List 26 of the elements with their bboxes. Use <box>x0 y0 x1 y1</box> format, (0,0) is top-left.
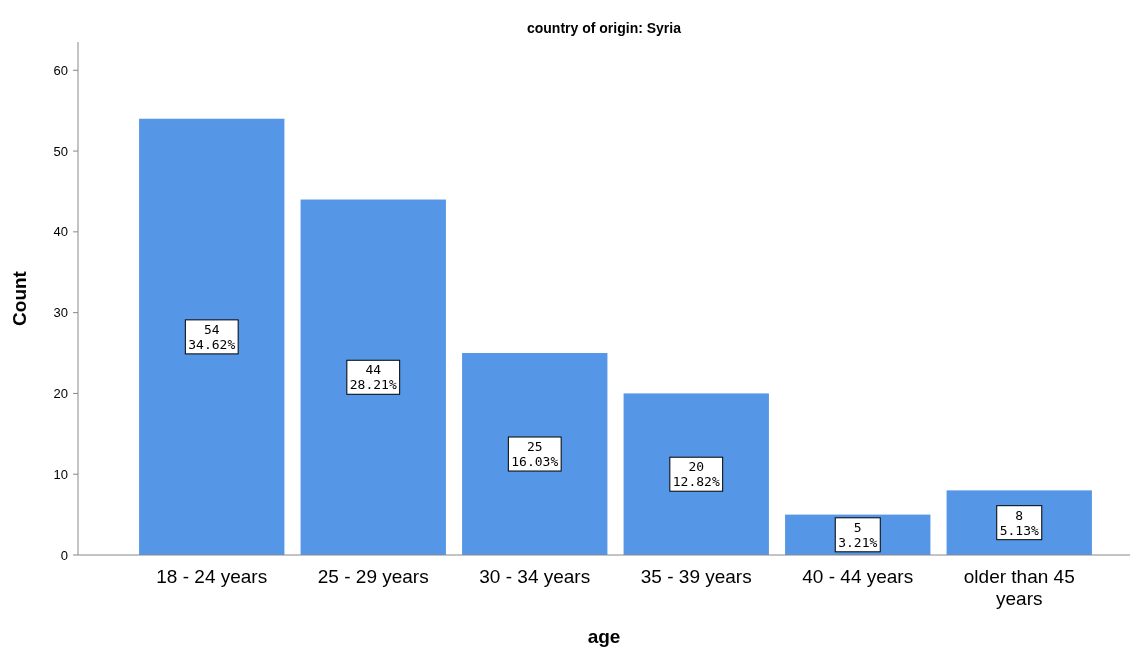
y-axis-title: Count <box>9 270 30 326</box>
x-tick-label: 25 - 29 years <box>317 566 429 587</box>
data-label: 5 3.21% <box>838 519 878 550</box>
y-tick-label: 20 <box>53 385 68 401</box>
data-label: 44 28.21% <box>349 362 397 393</box>
y-tick-label: 10 <box>53 466 68 482</box>
bar <box>139 118 285 555</box>
bar <box>462 353 608 555</box>
data-label: 20 12.82% <box>672 459 720 490</box>
y-tick-label: 40 <box>53 224 68 240</box>
x-tick-label: older than 45 years <box>963 566 1075 609</box>
chart-title: country of origin: Syria <box>526 20 682 36</box>
data-label: 8 5.13% <box>999 507 1039 538</box>
x-tick-label: 18 - 24 years <box>156 566 268 587</box>
x-tick-label: 30 - 34 years <box>479 566 591 587</box>
data-label: 25 16.03% <box>511 439 559 470</box>
x-axis-title: age <box>587 626 621 647</box>
y-tick-label: 30 <box>53 305 68 321</box>
bar <box>300 199 446 555</box>
x-tick-label: 40 - 44 years <box>802 566 914 587</box>
x-tick-label: 35 - 39 years <box>640 566 752 587</box>
y-tick-label: 60 <box>53 62 68 78</box>
y-tick-label: 50 <box>53 143 68 159</box>
y-tick-label: 0 <box>60 547 68 563</box>
bar <box>623 393 769 555</box>
data-label: 54 34.62% <box>188 321 236 352</box>
